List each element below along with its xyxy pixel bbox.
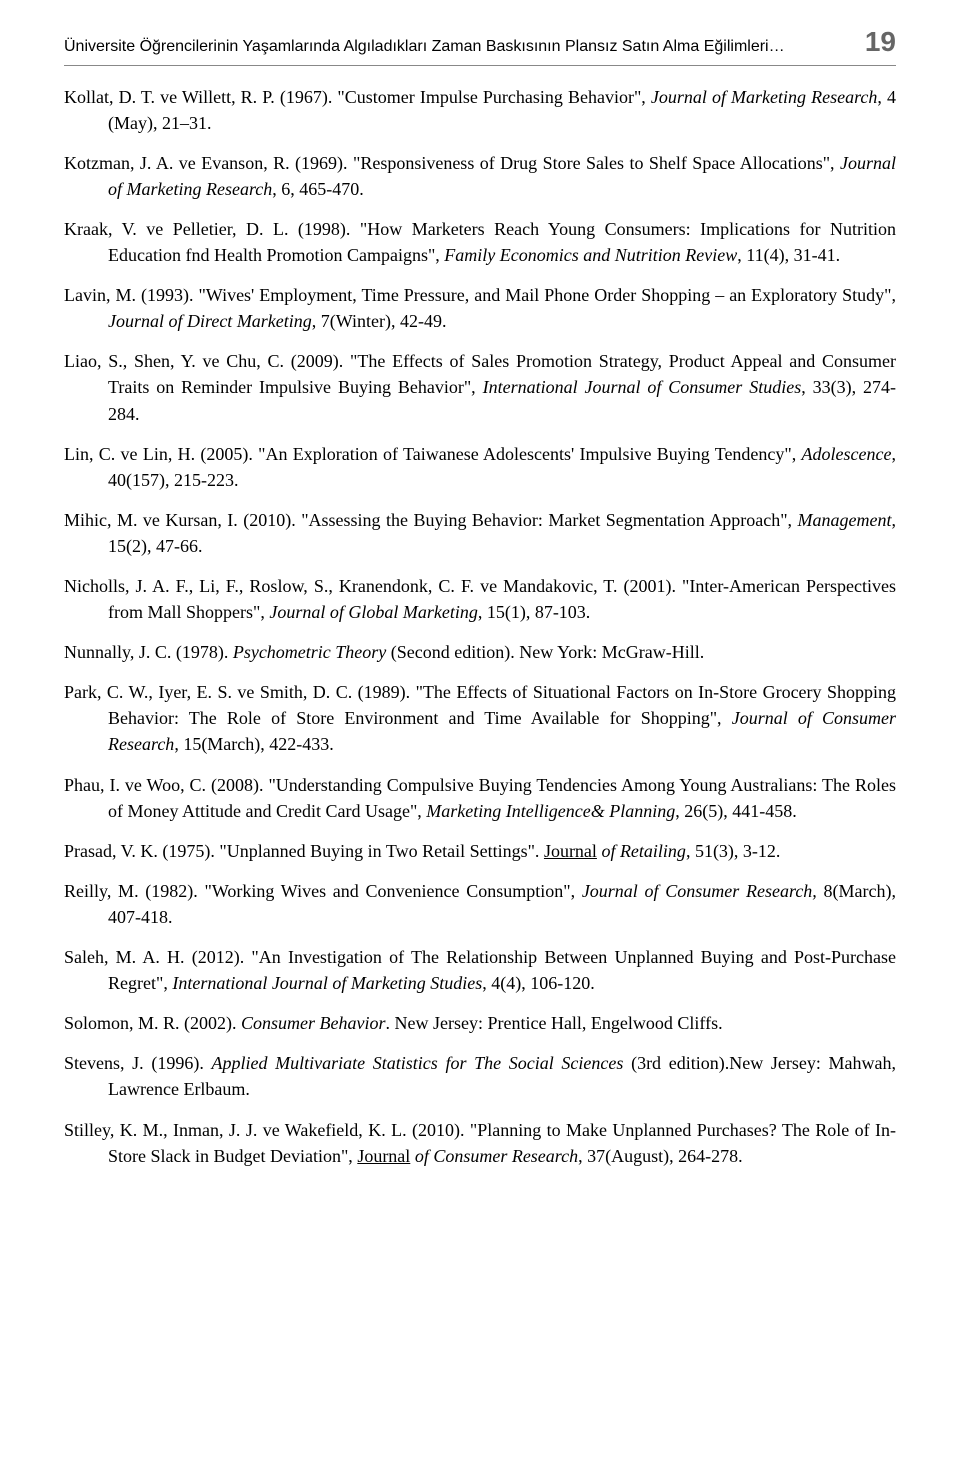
references-list: Kollat, D. T. ve Willett, R. P. (1967). … [64, 84, 896, 1169]
reference-item: Kotzman, J. A. ve Evanson, R. (1969). "R… [64, 150, 896, 202]
reference-item: Nicholls, J. A. F., Li, F., Roslow, S., … [64, 573, 896, 625]
page-header: Üniversite Öğrencilerinin Yaşamlarında A… [64, 22, 896, 66]
page-number: 19 [849, 22, 896, 63]
reference-item: Phau, I. ve Woo, C. (2008). "Understandi… [64, 772, 896, 824]
reference-item: Lin, C. ve Lin, H. (2005). "An Explorati… [64, 441, 896, 493]
reference-item: Solomon, M. R. (2002). Consumer Behavior… [64, 1010, 896, 1036]
running-title: Üniversite Öğrencilerinin Yaşamlarında A… [64, 35, 785, 58]
page: Üniversite Öğrencilerinin Yaşamlarında A… [0, 0, 960, 1460]
reference-item: Lavin, M. (1993). "Wives' Employment, Ti… [64, 282, 896, 334]
reference-item: Kraak, V. ve Pelletier, D. L. (1998). "H… [64, 216, 896, 268]
reference-item: Reilly, M. (1982). "Working Wives and Co… [64, 878, 896, 930]
reference-item: Nunnally, J. C. (1978). Psychometric The… [64, 639, 896, 665]
reference-item: Prasad, V. K. (1975). "Unplanned Buying … [64, 838, 896, 864]
reference-item: Kollat, D. T. ve Willett, R. P. (1967). … [64, 84, 896, 136]
reference-item: Stilley, K. M., Inman, J. J. ve Wakefiel… [64, 1117, 896, 1169]
reference-item: Mihic, M. ve Kursan, I. (2010). "Assessi… [64, 507, 896, 559]
reference-item: Saleh, M. A. H. (2012). "An Investigatio… [64, 944, 896, 996]
reference-item: Liao, S., Shen, Y. ve Chu, C. (2009). "T… [64, 348, 896, 426]
reference-item: Park, C. W., Iyer, E. S. ve Smith, D. C.… [64, 679, 896, 757]
reference-item: Stevens, J. (1996). Applied Multivariate… [64, 1050, 896, 1102]
